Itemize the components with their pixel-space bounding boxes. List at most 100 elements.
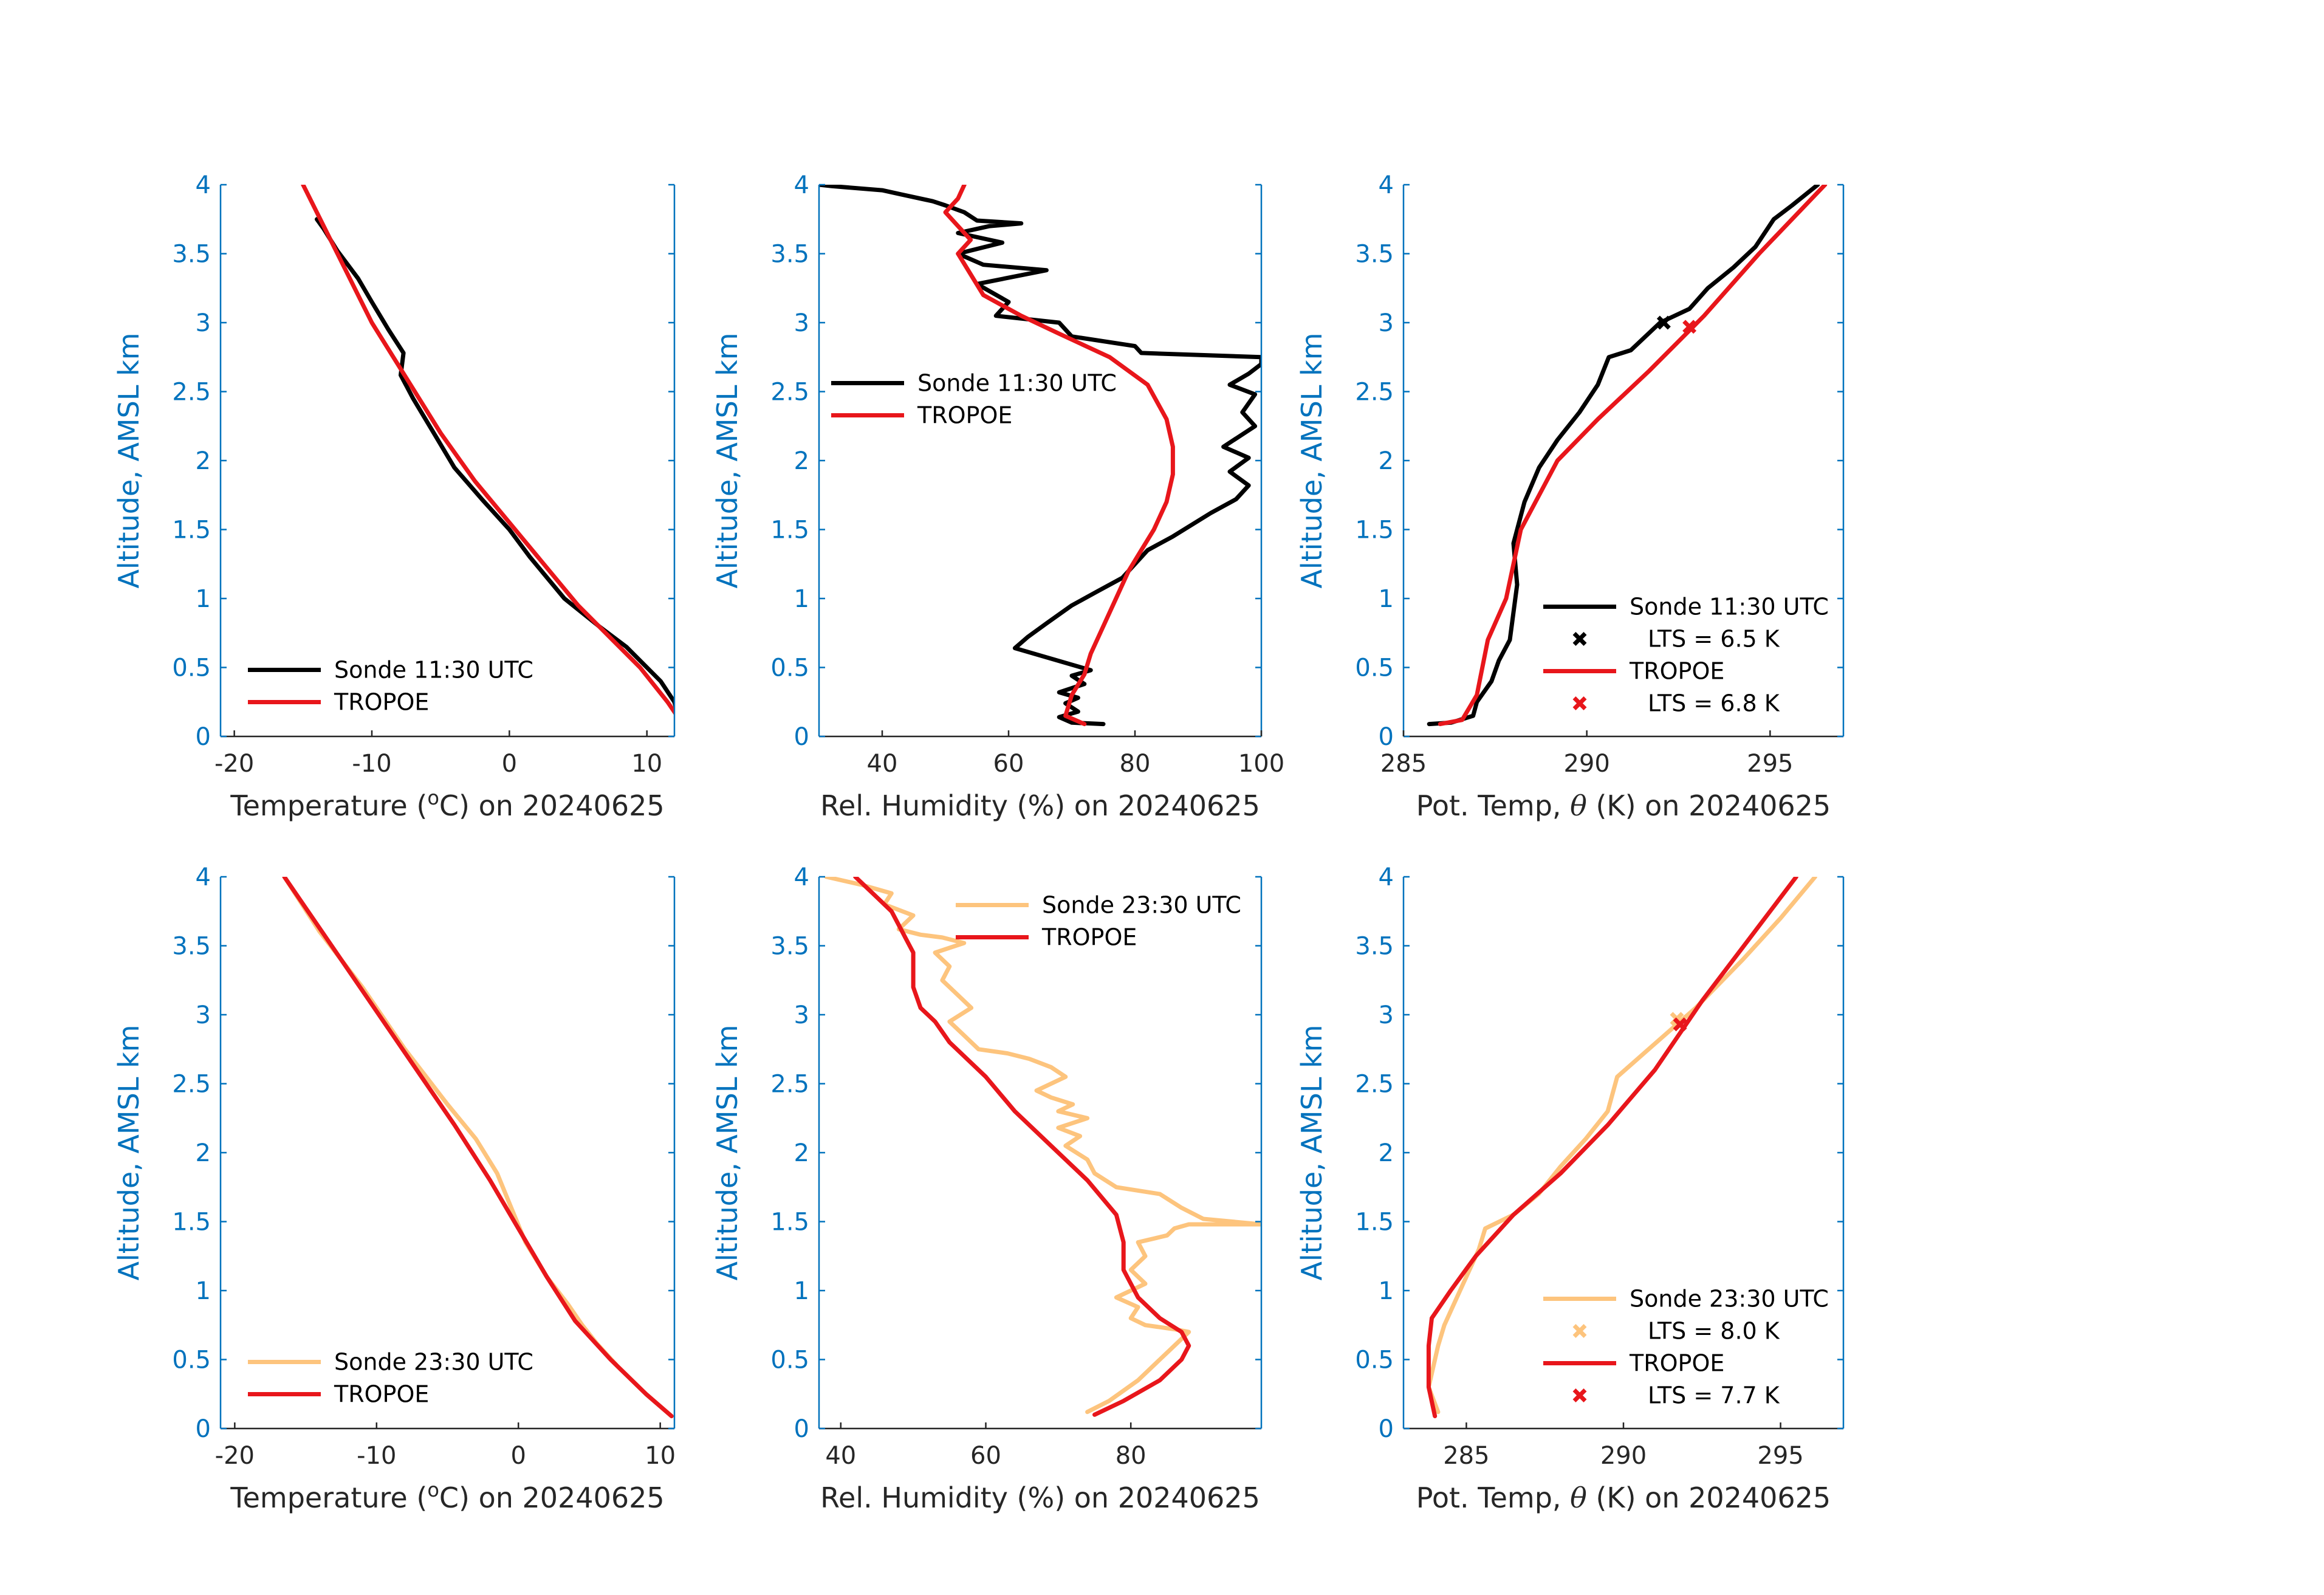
x-axis-label-superscript: o bbox=[427, 1478, 439, 1501]
x-axis-label-symbol: θ bbox=[1570, 1481, 1587, 1514]
legend-marker-swatch bbox=[1572, 1324, 1587, 1338]
plot-area bbox=[282, 877, 674, 1419]
y-tick-label: 0 bbox=[794, 723, 809, 751]
x-tick-label: -20 bbox=[215, 1442, 255, 1470]
x-axis-label-part: C) on 20240625 bbox=[439, 789, 665, 822]
y-tick-label: 1 bbox=[196, 585, 211, 613]
y-tick-label: 3 bbox=[196, 1001, 211, 1029]
y-tick-label: 2 bbox=[1379, 1139, 1394, 1167]
legend-entry-label: TROPOE bbox=[1629, 1350, 1724, 1377]
y-tick-label: 2 bbox=[794, 447, 809, 475]
x-axis-label: Pot. Temp, θ (K) on 20240625 bbox=[1416, 789, 1831, 822]
legend-entry-label: LTS = 6.8 K bbox=[1648, 690, 1780, 717]
x-axis-label: Pot. Temp, θ (K) on 20240625 bbox=[1416, 1481, 1831, 1514]
y-axis-label: Altitude, AMSL km bbox=[711, 1024, 744, 1280]
legend-entry-label: LTS = 6.5 K bbox=[1648, 626, 1780, 653]
y-axis-label: Altitude, AMSL km bbox=[1295, 332, 1328, 588]
y-tick-label: 3.5 bbox=[770, 241, 809, 269]
y-tick-label: 0 bbox=[1379, 723, 1394, 751]
y-tick-label: 2.5 bbox=[770, 379, 809, 406]
y-tick-label: 2.5 bbox=[770, 1071, 809, 1099]
legend-entry-label: LTS = 8.0 K bbox=[1648, 1318, 1780, 1345]
y-tick-label: 1.5 bbox=[172, 1209, 211, 1237]
lts-marker-2 bbox=[1682, 320, 1697, 334]
x-tick-label: 285 bbox=[1443, 1442, 1489, 1470]
y-tick-label: 0 bbox=[196, 1415, 211, 1443]
y-tick-label: 4 bbox=[196, 171, 211, 199]
panel-5: 0 0.5 1 1.5 2 2.5 3 3.5 4 40 60 80 Rel. Humidity (%)… bbox=[711, 863, 1263, 1514]
series-line-tropoe bbox=[943, 185, 1175, 727]
legend-marker-swatch bbox=[1572, 696, 1587, 710]
x-tick-label: 80 bbox=[1116, 1442, 1147, 1470]
legend-entry-label: Sonde 23:30 UTC bbox=[1042, 892, 1241, 919]
y-tick-label: 2 bbox=[794, 1139, 809, 1167]
legend-entry-label: TROPOE bbox=[334, 1381, 429, 1408]
y-tick-label: 1 bbox=[196, 1277, 211, 1305]
series-line-tropoe bbox=[1438, 185, 1828, 727]
series-line-sonde-23-30-utc bbox=[282, 877, 674, 1419]
y-tick-label: 3.5 bbox=[172, 933, 211, 961]
y-tick-label: 3.5 bbox=[1355, 933, 1394, 961]
panel-3: 0 0.5 1 1.5 2 2.5 3 3.5 4 285 290 295 Pot. Temp, θ (… bbox=[1295, 171, 1845, 822]
legend-marker-swatch bbox=[1572, 1388, 1587, 1402]
panel-6: 0 0.5 1 1.5 2 2.5 3 3.5 4 285 290 295 Pot. Temp, θ (… bbox=[1295, 863, 1845, 1514]
series-line-sonde-11-30-utc bbox=[315, 217, 674, 711]
x-axis-label-part: Pot. Temp, bbox=[1416, 1481, 1570, 1514]
y-axis-label: Altitude, AMSL km bbox=[711, 332, 744, 588]
y-tick-label: 2 bbox=[196, 1139, 211, 1167]
plot-area bbox=[1427, 185, 1828, 727]
series-line-sonde-23-30-utc bbox=[824, 877, 1261, 1415]
y-tick-label: 4 bbox=[794, 171, 809, 199]
x-tick-label: 60 bbox=[993, 750, 1024, 778]
lts-marker-1 bbox=[1656, 315, 1671, 330]
x-tick-label: -20 bbox=[214, 750, 254, 778]
y-tick-label: 1.5 bbox=[770, 1209, 809, 1237]
x-axis-label: Temperature (oC) on 20240625 bbox=[230, 1478, 664, 1514]
panel-4: 0 0.5 1 1.5 2 2.5 3 3.5 4 -20 -10 0 10 Temperature (o… bbox=[112, 863, 676, 1514]
series-line-tropoe bbox=[1426, 877, 1798, 1419]
plot-area bbox=[1426, 877, 1817, 1419]
x-tick-label: 295 bbox=[1747, 750, 1793, 778]
x-tick-label: 40 bbox=[825, 1442, 856, 1470]
y-tick-label: 3 bbox=[196, 309, 211, 337]
series-line-tropoe bbox=[301, 185, 674, 716]
y-axis-label: Altitude, AMSL km bbox=[112, 1024, 145, 1280]
legend-entry-label: LTS = 7.7 K bbox=[1648, 1382, 1780, 1409]
x-axis-label-symbol: θ bbox=[1570, 789, 1587, 822]
x-tick-label: 80 bbox=[1120, 750, 1151, 778]
plot-area bbox=[824, 877, 1261, 1417]
y-tick-label: 2.5 bbox=[1355, 379, 1394, 406]
legend-entry-label: Sonde 23:30 UTC bbox=[1630, 1286, 1829, 1312]
y-tick-label: 1 bbox=[794, 585, 809, 613]
y-tick-label: 2.5 bbox=[1355, 1071, 1394, 1099]
x-axis-label: Rel. Humidity (%) on 20240625 bbox=[820, 1481, 1260, 1514]
x-tick-label: 0 bbox=[510, 1442, 526, 1470]
panel-2: 0 0.5 1 1.5 2 2.5 3 3.5 4 40 60 80 100 Rel. Humidity … bbox=[711, 171, 1284, 822]
y-tick-label: 3 bbox=[794, 1001, 809, 1029]
legend: Sonde 11:30 UTC LTS = 6.5 K TROPOE LTS = 6.… bbox=[1543, 594, 1829, 717]
y-tick-label: 1.5 bbox=[1355, 516, 1394, 544]
y-tick-label: 3 bbox=[794, 309, 809, 337]
y-tick-label: 2 bbox=[196, 447, 211, 475]
x-axis-label: Temperature (oC) on 20240625 bbox=[230, 786, 664, 822]
x-axis-label-part: (K) on 20240625 bbox=[1587, 1481, 1831, 1514]
series-line-sonde-11-30-utc bbox=[819, 185, 1261, 727]
y-tick-label: 3.5 bbox=[1355, 241, 1394, 269]
y-axis-label: Altitude, AMSL km bbox=[112, 332, 145, 588]
x-tick-label: 290 bbox=[1563, 750, 1609, 778]
x-tick-label: 0 bbox=[502, 750, 517, 778]
y-tick-label: 0.5 bbox=[172, 654, 211, 682]
x-axis-label: Rel. Humidity (%) on 20240625 bbox=[820, 789, 1260, 822]
legend-entry-label: Sonde 11:30 UTC bbox=[917, 370, 1117, 397]
series-line-tropoe bbox=[282, 877, 674, 1419]
y-tick-label: 0.5 bbox=[770, 1346, 809, 1374]
legend-entry-label: Sonde 11:30 UTC bbox=[334, 657, 533, 684]
y-tick-label: 0 bbox=[1379, 1415, 1394, 1443]
y-tick-label: 1.5 bbox=[770, 516, 809, 544]
x-tick-label: 100 bbox=[1238, 750, 1284, 778]
legend: Sonde 11:30 UTC TROPOE bbox=[248, 657, 533, 716]
y-tick-label: 0.5 bbox=[1355, 1346, 1394, 1374]
legend: Sonde 23:30 UTC TROPOE bbox=[248, 1349, 533, 1408]
y-axis-label: Altitude, AMSL km bbox=[1295, 1024, 1328, 1280]
